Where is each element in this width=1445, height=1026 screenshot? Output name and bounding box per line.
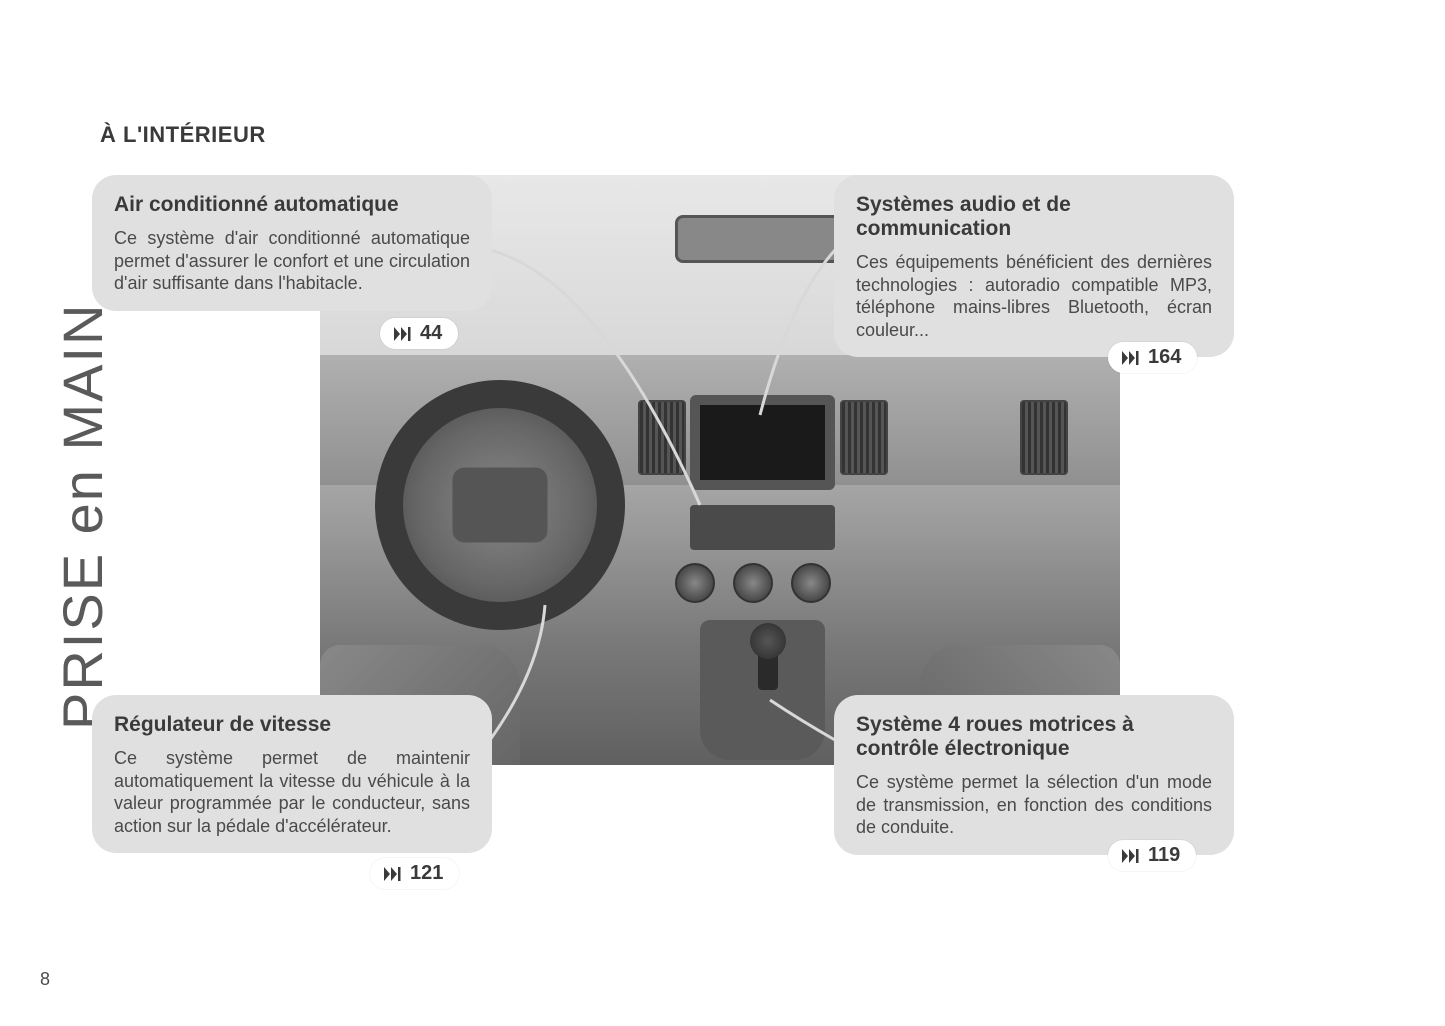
page-number: 8 [40,969,50,990]
forward-icon [394,327,412,341]
callout-audio-systems: Systèmes audio et de communication Ces é… [834,175,1234,357]
page-reference-link[interactable]: 164 [1108,342,1197,373]
page-reference-link[interactable]: 119 [1108,840,1196,871]
page-reference-number: 119 [1148,844,1180,867]
sidebar-section-title: PRISE en MAIN [50,303,115,730]
page-reference-link[interactable]: 121 [370,858,459,889]
page-reference-number: 44 [420,322,442,345]
forward-icon [1122,849,1140,863]
callout-body: Ce système permet la sélection d'un mode… [856,771,1212,839]
callout-title: Air conditionné automatique [114,193,470,217]
forward-icon [1122,351,1140,365]
page-reference-link[interactable]: 44 [380,318,458,349]
callout-body: Ce système d'air conditionné automatique… [114,227,470,295]
callout-awd-system: Système 4 roues motrices à contrôle élec… [834,695,1234,855]
callout-cruise-control: Régulateur de vitesse Ce système permet … [92,695,492,853]
callout-title: Régulateur de vitesse [114,713,470,737]
callout-air-conditioning: Air conditionné automatique Ce système d… [92,175,492,311]
callout-body: Ces équipements bénéficient des dernière… [856,251,1212,341]
callout-body: Ce système permet de maintenir automatiq… [114,747,470,837]
page-reference-number: 164 [1148,346,1181,369]
callout-title: Système 4 roues motrices à contrôle élec… [856,713,1212,761]
page-heading: À L'INTÉRIEUR [100,122,266,148]
forward-icon [384,867,402,881]
callout-title: Systèmes audio et de communication [856,193,1212,241]
page-reference-number: 121 [410,862,443,885]
